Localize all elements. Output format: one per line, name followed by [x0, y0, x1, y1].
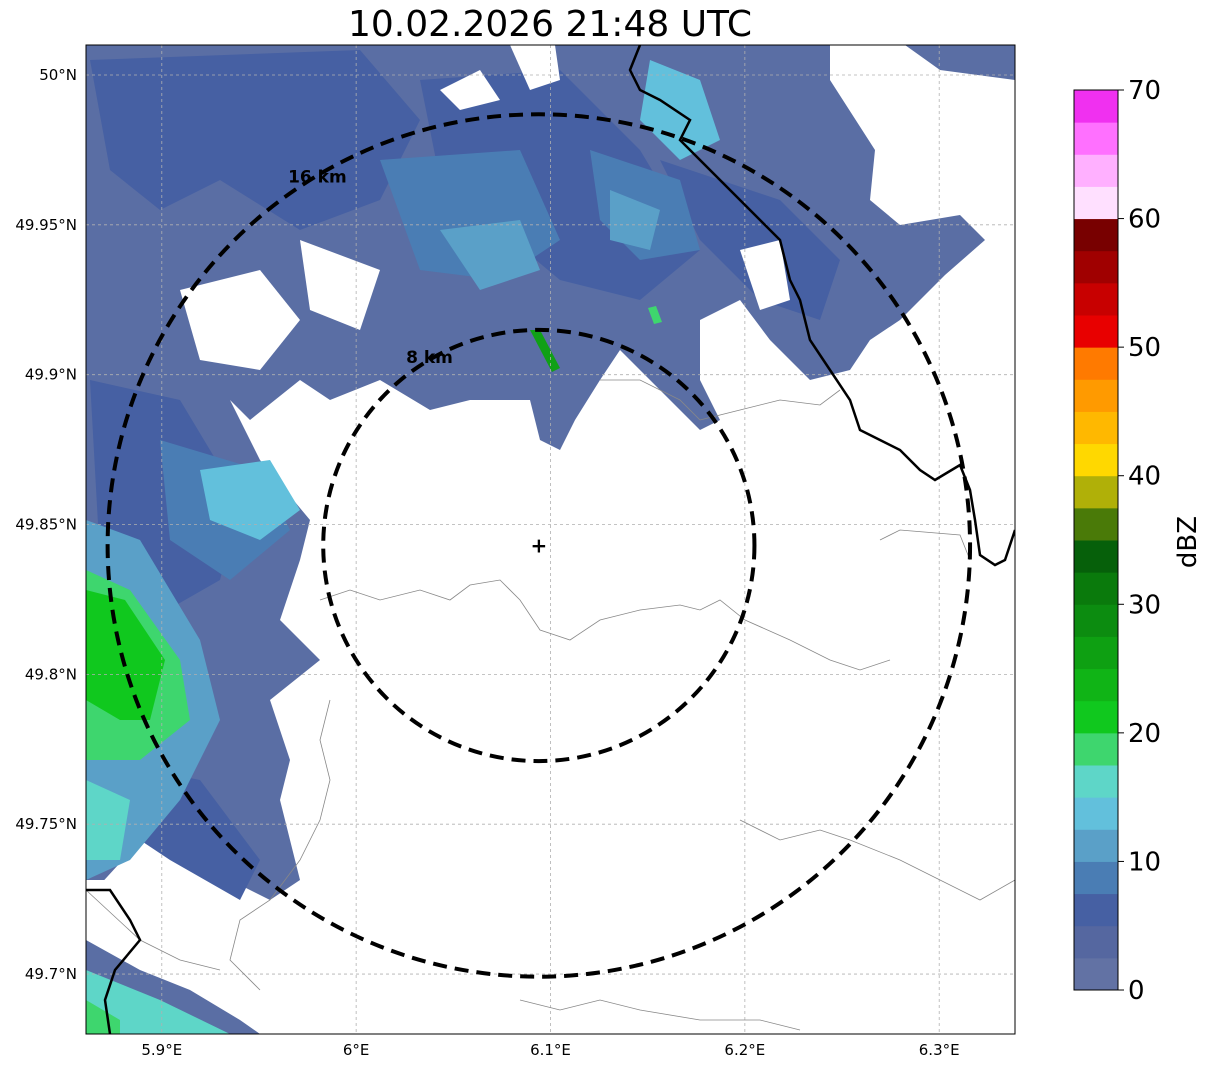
- colorbar-segment: [1074, 572, 1118, 605]
- lon-tick-label: 6°E: [343, 1041, 370, 1059]
- colorbar-segment: [1074, 765, 1118, 798]
- colorbar: 0 10 20 30 40 50 60 70: [1073, 76, 1161, 1006]
- lat-tick-label: 49.95°N: [15, 216, 77, 234]
- colorbar-segment: [1074, 668, 1118, 702]
- colorbar-segment: [1074, 507, 1118, 541]
- map-frame: [85, 44, 1016, 1035]
- lat-tick-label: 49.9°N: [25, 366, 77, 384]
- colorbar-segment: [1074, 122, 1118, 155]
- colorbar-segment: [1074, 250, 1118, 284]
- colorbar-segment: [1074, 893, 1118, 927]
- lon-tick-label: 6.1°E: [530, 1041, 571, 1059]
- admin-borders: [86, 379, 1015, 1031]
- colorbar-segment: [1074, 186, 1118, 220]
- colorbar-tick-label: 70: [1128, 76, 1161, 106]
- colorbar-segment: [1074, 411, 1118, 445]
- range-ring-label-8km: 8 km: [406, 348, 453, 368]
- colorbar-segment: [1074, 861, 1118, 895]
- longitude-tick-labels: 5.9°E 6°E 6.1°E 6.2°E 6.3°E: [141, 1041, 959, 1059]
- colorbar-segment: [1074, 540, 1118, 573]
- lat-tick-label: 50°N: [39, 66, 77, 84]
- colorbar-segment: [1074, 443, 1118, 477]
- colorbar-segment: [1074, 154, 1118, 187]
- colorbar-segment: [1074, 925, 1118, 959]
- colorbar-tick-label: 0: [1128, 976, 1145, 1006]
- range-ring-label-16km: 16 km: [288, 167, 347, 187]
- colorbar-segment: [1074, 475, 1118, 509]
- colorbar-segment: [1074, 957, 1118, 991]
- colorbar-segment: [1074, 282, 1118, 316]
- colorbar-title: dBZ: [1173, 516, 1203, 568]
- echo-region-northeast: [905, 45, 1015, 80]
- colorbar-tick-label: 60: [1128, 205, 1161, 235]
- radar-site-marker: +: [530, 533, 547, 557]
- lat-tick-label: 49.75°N: [15, 815, 77, 833]
- colorbar-segment: [1074, 347, 1118, 380]
- lat-tick-label: 49.7°N: [25, 965, 77, 983]
- gridlines: [86, 45, 1015, 1034]
- colorbar-segment: [1074, 90, 1118, 123]
- colorbar-segment: [1074, 604, 1118, 637]
- colorbar-segment: [1074, 700, 1118, 734]
- lat-tick-label: 49.85°N: [15, 516, 77, 534]
- colorbar-tick-label: 10: [1128, 847, 1161, 877]
- country-border: [86, 45, 1015, 1034]
- colorbar-tick-label: 30: [1128, 590, 1161, 620]
- latitude-tick-labels: 50°N 49.95°N 49.9°N 49.85°N 49.8°N 49.75°N 49.…: [15, 66, 77, 983]
- lon-tick-label: 6.3°E: [919, 1041, 960, 1059]
- lat-tick-label: 49.8°N: [25, 665, 77, 683]
- map-title: 10.02.2026 21:48 UTC: [347, 4, 753, 45]
- colorbar-segment: [1074, 315, 1118, 348]
- colorbar-segment: [1074, 829, 1118, 862]
- colorbar-segment: [1074, 379, 1118, 412]
- lon-tick-label: 6.2°E: [724, 1041, 765, 1059]
- reflectivity-echoes: [86, 45, 1015, 1034]
- colorbar-frame: [1073, 89, 1119, 991]
- range-ring-16km: [105, 112, 973, 979]
- colorbar-segment: [1074, 797, 1118, 830]
- lon-tick-label: 5.9°E: [141, 1041, 182, 1059]
- colorbar-tick-label: 50: [1128, 333, 1161, 363]
- colorbar-segment: [1074, 218, 1118, 252]
- colorbar-tick-label: 40: [1128, 462, 1161, 492]
- range-ring-8km: [321, 327, 757, 764]
- colorbar-segment: [1074, 636, 1118, 670]
- colorbar-segment: [1074, 732, 1118, 766]
- colorbar-tick-label: 20: [1128, 719, 1161, 749]
